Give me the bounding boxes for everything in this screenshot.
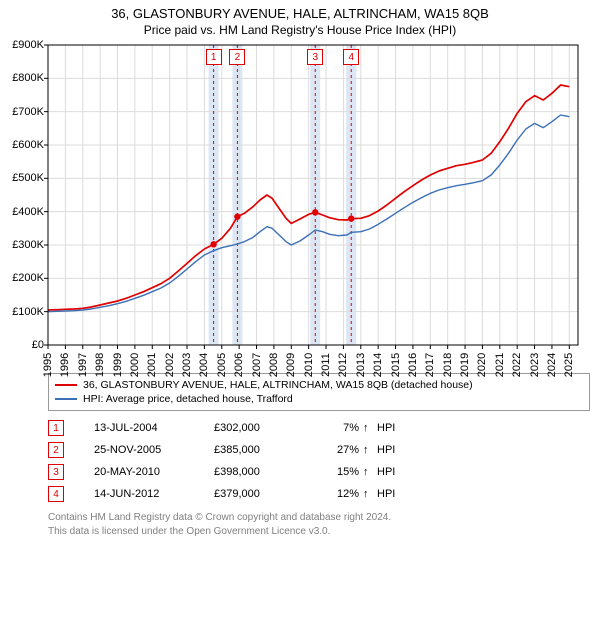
sale-date: 20-MAY-2010 <box>94 466 214 478</box>
x-tick-label: 1998 <box>94 353 106 377</box>
x-tick-label: 2015 <box>390 353 402 377</box>
x-tick-label: 2013 <box>355 353 367 377</box>
x-tick-label: 2017 <box>424 353 436 377</box>
sale-price: £385,000 <box>214 444 314 456</box>
x-tick-label: 1997 <box>77 353 89 377</box>
y-tick-label: £500K <box>12 172 44 184</box>
x-tick-label: 2019 <box>459 353 471 377</box>
y-tick-label: £900K <box>12 39 44 51</box>
legend-swatch <box>55 384 77 386</box>
y-tick-label: £800K <box>12 72 44 84</box>
x-tick-label: 2022 <box>511 353 523 377</box>
footer-attribution: Contains HM Land Registry data © Crown c… <box>48 511 590 538</box>
x-tick-label: 2003 <box>181 353 193 377</box>
x-tick-label: 2025 <box>563 353 575 377</box>
y-tick-label: £0 <box>32 339 44 351</box>
x-tick-label: 2000 <box>129 353 141 377</box>
y-tick-label: £700K <box>12 106 44 118</box>
x-tick-label: 2014 <box>372 353 384 377</box>
x-tick-label: 2012 <box>337 353 349 377</box>
sale-pct: 12% <box>314 488 363 500</box>
x-tick-label: 2016 <box>407 353 419 377</box>
up-arrow-icon: ↑ <box>363 422 377 434</box>
x-tick-label: 2010 <box>303 353 315 377</box>
sale-hpi-label: HPI <box>377 422 395 434</box>
x-tick-label: 2023 <box>529 353 541 377</box>
sale-date: 14-JUN-2012 <box>94 488 214 500</box>
x-tick-label: 2005 <box>216 353 228 377</box>
sale-pct: 7% <box>314 422 363 434</box>
sale-marker-4: 4 <box>343 49 359 65</box>
legend: 36, GLASTONBURY AVENUE, HALE, ALTRINCHAM… <box>48 373 590 411</box>
sale-marker-2: 2 <box>229 49 245 65</box>
up-arrow-icon: ↑ <box>363 444 377 456</box>
sale-hpi-label: HPI <box>377 444 395 456</box>
sale-number-box: 1 <box>48 420 64 436</box>
sale-pct: 27% <box>314 444 363 456</box>
sale-price: £379,000 <box>214 488 314 500</box>
sale-pct: 15% <box>314 466 363 478</box>
legend-swatch <box>55 398 77 400</box>
y-tick-label: £200K <box>12 272 44 284</box>
title-subtitle: Price paid vs. HM Land Registry's House … <box>0 23 600 37</box>
sale-row: 4 14-JUN-2012£379,00012%↑HPI <box>48 483 590 505</box>
sale-date: 25-NOV-2005 <box>94 444 214 456</box>
sale-hpi-label: HPI <box>377 466 395 478</box>
footer-line-2: This data is licensed under the Open Gov… <box>48 525 590 539</box>
x-tick-label: 2008 <box>268 353 280 377</box>
sales-table: 113-JUL-2004£302,0007%↑HPI225-NOV-2005£3… <box>48 417 590 505</box>
sale-row: 2 25-NOV-2005£385,00027%↑HPI <box>48 439 590 461</box>
page-root: 36, GLASTONBURY AVENUE, HALE, ALTRINCHAM… <box>0 0 600 538</box>
x-tick-label: 2021 <box>494 353 506 377</box>
y-tick-label: £300K <box>12 239 44 251</box>
sale-price: £398,000 <box>214 466 314 478</box>
x-tick-label: 2020 <box>476 353 488 377</box>
x-tick-label: 2009 <box>285 353 297 377</box>
legend-label: 36, GLASTONBURY AVENUE, HALE, ALTRINCHAM… <box>83 379 473 391</box>
y-tick-label: £600K <box>12 139 44 151</box>
chart-area: £0£100K£200K£300K£400K£500K£600K£700K£80… <box>48 45 578 345</box>
x-tick-label: 2024 <box>546 353 558 377</box>
legend-label: HPI: Average price, detached house, Traf… <box>83 393 293 405</box>
chart-titles: 36, GLASTONBURY AVENUE, HALE, ALTRINCHAM… <box>0 0 600 37</box>
chart-svg <box>48 45 578 345</box>
sale-number-box: 4 <box>48 486 64 502</box>
x-tick-label: 1999 <box>112 353 124 377</box>
sale-number-box: 3 <box>48 464 64 480</box>
x-tick-label: 2006 <box>233 353 245 377</box>
x-tick-label: 1996 <box>59 353 71 377</box>
sale-marker-3: 3 <box>307 49 323 65</box>
footer-line-1: Contains HM Land Registry data © Crown c… <box>48 511 590 525</box>
x-tick-label: 2004 <box>198 353 210 377</box>
y-tick-label: £400K <box>12 206 44 218</box>
legend-row: HPI: Average price, detached house, Traf… <box>55 392 583 406</box>
x-tick-label: 2001 <box>146 353 158 377</box>
up-arrow-icon: ↑ <box>363 466 377 478</box>
sale-price: £302,000 <box>214 422 314 434</box>
x-tick-label: 2007 <box>251 353 263 377</box>
x-tick-label: 2018 <box>442 353 454 377</box>
x-tick-label: 2011 <box>320 353 332 377</box>
sale-marker-1: 1 <box>206 49 222 65</box>
sale-hpi-label: HPI <box>377 488 395 500</box>
x-tick-label: 1995 <box>42 353 54 377</box>
sale-number-box: 2 <box>48 442 64 458</box>
up-arrow-icon: ↑ <box>363 488 377 500</box>
sale-row: 3 20-MAY-2010£398,00015%↑HPI <box>48 461 590 483</box>
y-tick-label: £100K <box>12 306 44 318</box>
title-address: 36, GLASTONBURY AVENUE, HALE, ALTRINCHAM… <box>0 6 600 21</box>
x-tick-label: 2002 <box>164 353 176 377</box>
sale-row: 1 13-JUL-2004£302,0007%↑HPI <box>48 417 590 439</box>
legend-row: 36, GLASTONBURY AVENUE, HALE, ALTRINCHAM… <box>55 378 583 392</box>
sale-date: 13-JUL-2004 <box>94 422 214 434</box>
